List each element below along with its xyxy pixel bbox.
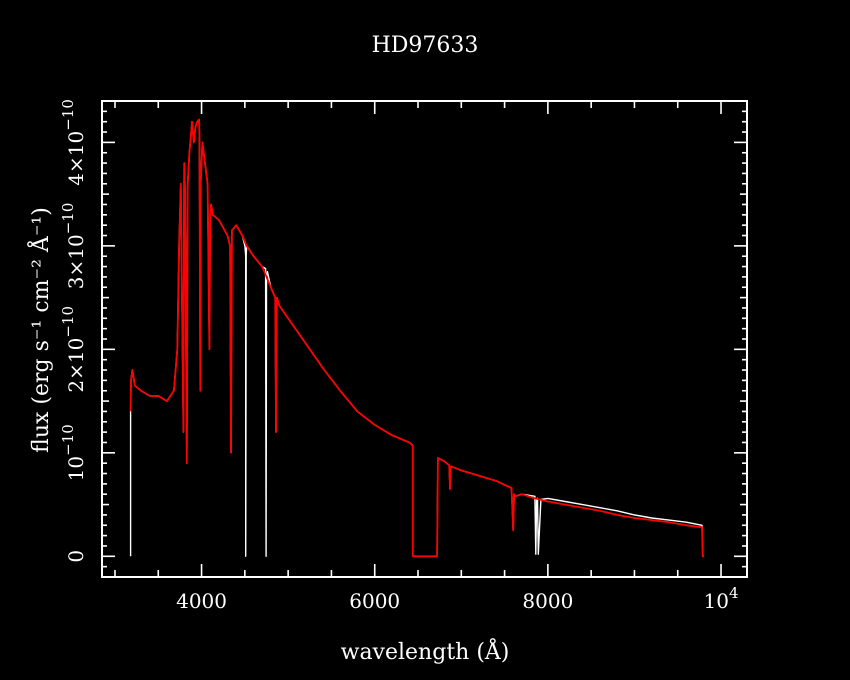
x-tick-label: 8000 <box>522 589 573 613</box>
x-tick-label: 104 <box>704 584 739 613</box>
axis-ticks <box>102 101 747 577</box>
y-tick-label: 4×10−10 <box>59 99 88 186</box>
series-line-2 <box>129 118 704 558</box>
x-tick-label: 4000 <box>176 589 227 613</box>
x-axis-label: wavelength (Å) <box>341 637 510 665</box>
plot-area <box>129 118 704 558</box>
y-tick-label: 2×10−10 <box>59 306 88 393</box>
y-tick-label: 0 <box>64 550 88 563</box>
y-tick-label: 3×10−10 <box>59 203 88 290</box>
y-axis-label: flux (erg s⁻¹ cm⁻² Å⁻¹) <box>26 207 54 453</box>
y-tick-label: 10−10 <box>59 424 88 481</box>
series-line-1 <box>129 118 704 557</box>
chart-title: HD97633 <box>372 33 479 58</box>
x-tick-label: 6000 <box>349 589 400 613</box>
